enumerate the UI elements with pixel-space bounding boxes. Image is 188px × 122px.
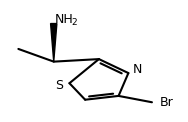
Text: N: N xyxy=(133,63,142,76)
Text: 2: 2 xyxy=(72,18,77,27)
Text: S: S xyxy=(55,79,63,92)
Polygon shape xyxy=(51,24,57,62)
Text: Br: Br xyxy=(160,96,174,109)
Text: NH: NH xyxy=(55,13,74,26)
